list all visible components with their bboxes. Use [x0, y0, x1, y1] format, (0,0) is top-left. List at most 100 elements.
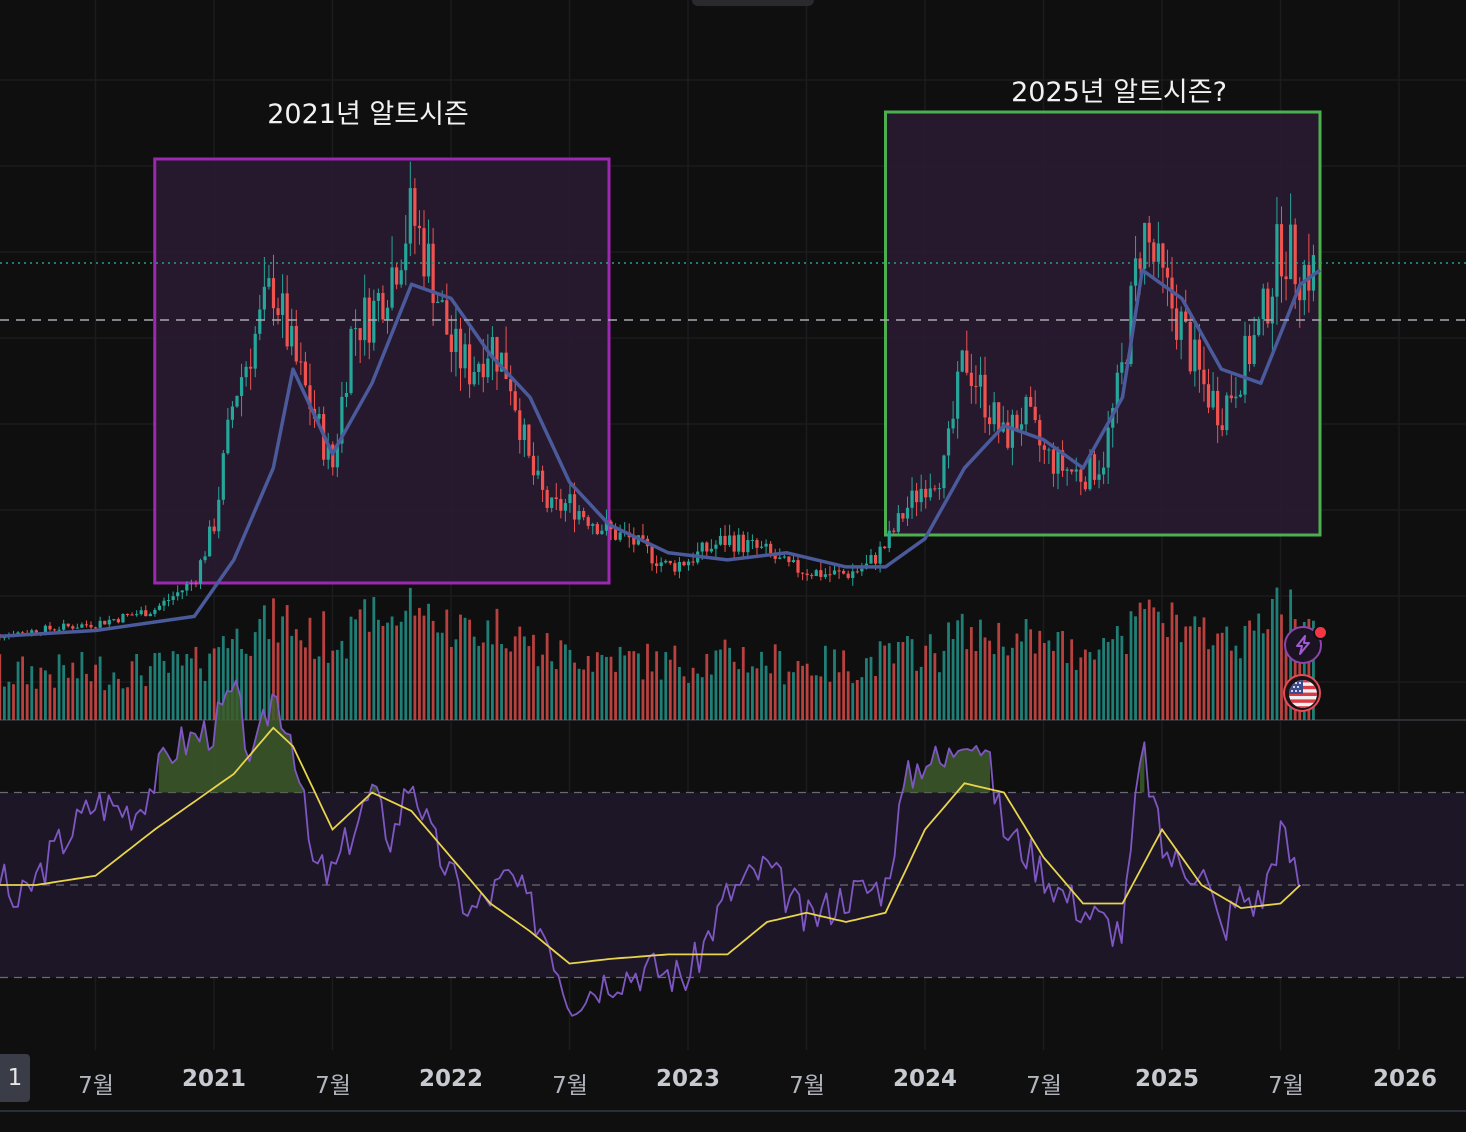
volume-bar — [449, 646, 453, 720]
candle — [116, 619, 120, 623]
volume-bar — [956, 620, 960, 720]
volume-bar — [390, 616, 394, 720]
candle — [896, 513, 900, 532]
candle — [349, 328, 353, 394]
volume-bar — [805, 663, 809, 720]
candle — [93, 627, 98, 629]
volume-bar — [158, 652, 161, 720]
volume-bar — [965, 649, 969, 720]
volume-bar — [148, 666, 152, 720]
candle — [591, 524, 595, 526]
x-axis-label: 2024 — [892, 1066, 958, 1092]
candle — [1184, 311, 1188, 322]
volume-bar — [1038, 630, 1042, 720]
volume-bar — [130, 661, 134, 720]
volume-bar — [1248, 620, 1251, 720]
volume-bar — [1202, 617, 1206, 720]
us-flag-icon[interactable] — [1283, 674, 1321, 712]
volume-bar — [947, 622, 950, 720]
pane-drag-handle[interactable] — [692, 0, 814, 6]
volume-bar — [194, 646, 198, 720]
volume-bar — [682, 676, 686, 720]
volume-bar — [1170, 602, 1174, 720]
candle — [1038, 420, 1042, 446]
candle — [271, 278, 276, 309]
volume-bar — [723, 639, 727, 720]
candle — [718, 535, 723, 545]
candle — [855, 571, 859, 573]
volume-bar — [1106, 641, 1110, 720]
volume-bar — [632, 651, 636, 720]
volume-bar — [650, 671, 654, 720]
candle — [1133, 258, 1138, 286]
rsi-overbought-fill — [1139, 742, 1145, 793]
candle — [892, 530, 896, 532]
volume-bar — [1261, 633, 1265, 720]
volume-bar — [2, 686, 6, 720]
candle — [203, 556, 207, 561]
candle — [655, 563, 659, 567]
x-axis-label: 2025 — [1134, 1066, 1200, 1092]
volume-bar — [760, 651, 763, 720]
volume-bar — [906, 636, 909, 720]
volume-bar — [1083, 649, 1087, 720]
volume-bar — [796, 660, 800, 720]
volume-bar — [436, 632, 440, 720]
candle — [764, 543, 768, 547]
volume-bar — [1284, 639, 1288, 720]
volume-bar — [221, 636, 225, 720]
volume-bar — [331, 650, 335, 720]
volume-bar — [563, 644, 567, 720]
volume-bar — [1138, 602, 1142, 720]
candle — [340, 396, 344, 444]
candle — [1216, 390, 1220, 426]
candle — [57, 629, 61, 631]
volume-bar — [823, 645, 827, 720]
candle — [997, 402, 1001, 432]
volume-bar — [988, 640, 991, 720]
candle — [121, 613, 125, 623]
candle — [1179, 311, 1183, 340]
volume-bar — [408, 587, 412, 720]
candle — [454, 328, 458, 353]
volume-bar — [1015, 633, 1019, 720]
candle — [408, 188, 412, 244]
highlight-region — [153, 157, 611, 585]
volume-bar — [687, 682, 690, 720]
candle — [1079, 469, 1083, 482]
candle — [582, 511, 586, 518]
volume-bar — [1088, 652, 1092, 720]
candle — [1143, 222, 1147, 269]
candle — [1243, 335, 1247, 395]
candle — [563, 503, 567, 511]
candle — [960, 350, 964, 372]
volume-bar — [272, 598, 275, 720]
candle — [1102, 467, 1106, 475]
volume-bar — [919, 666, 923, 720]
candle — [1129, 285, 1133, 364]
volume-bar — [258, 619, 262, 720]
candle — [239, 377, 244, 396]
volume-bar — [422, 615, 426, 720]
volume-bar — [313, 658, 316, 720]
volume-bar — [541, 654, 544, 720]
candle — [746, 540, 750, 553]
candle — [1156, 243, 1160, 262]
candle — [823, 574, 827, 577]
candle — [951, 418, 955, 429]
volume-bar — [1293, 619, 1297, 720]
volume-bar — [57, 654, 61, 720]
candle — [1289, 224, 1293, 280]
volume-bar — [855, 680, 859, 720]
volume-bar — [7, 681, 11, 720]
volume-bar — [404, 610, 408, 720]
candle — [618, 532, 622, 540]
candle — [1220, 425, 1224, 431]
volume-bar — [1079, 657, 1083, 720]
candle — [148, 613, 152, 617]
candle — [810, 575, 814, 577]
volume-bar — [299, 640, 303, 720]
candle — [353, 328, 358, 330]
volume-bar — [25, 684, 29, 720]
